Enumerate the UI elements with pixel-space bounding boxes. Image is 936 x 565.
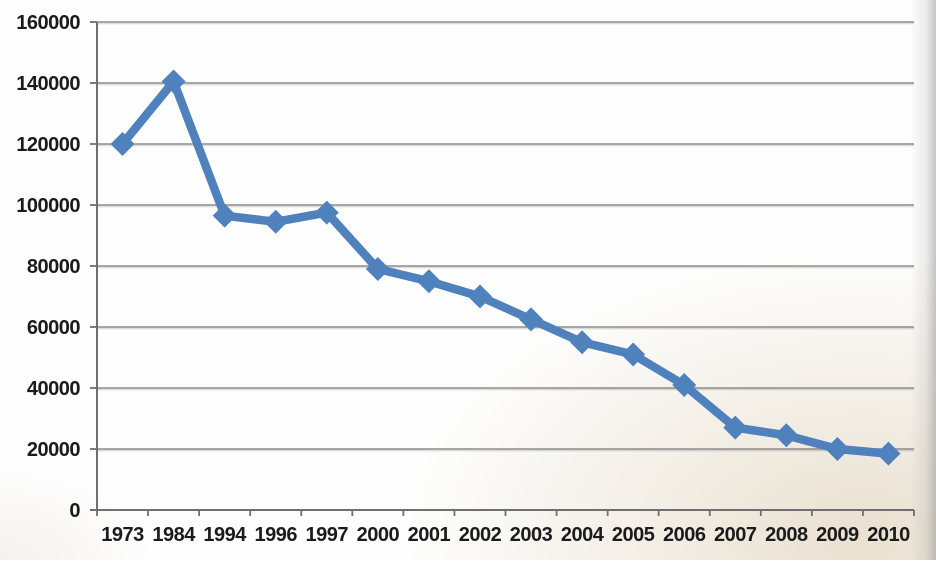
- x-tick-label: 1996: [254, 524, 297, 546]
- data-point-marker: [519, 307, 544, 332]
- y-tick-label: 60000: [27, 317, 80, 339]
- x-tick-label: 2002: [459, 524, 502, 546]
- x-tick-label: 1997: [306, 524, 349, 546]
- x-tick-label: 2006: [663, 524, 706, 546]
- data-point-marker: [672, 372, 697, 397]
- data-point-marker: [212, 203, 237, 228]
- data-point-marker: [723, 415, 748, 440]
- x-tick-label: 2007: [714, 524, 757, 546]
- y-tick-label: 140000: [16, 73, 80, 95]
- data-point-marker: [314, 200, 339, 225]
- data-point-marker: [467, 284, 492, 309]
- data-point-marker: [416, 269, 441, 294]
- data-point-marker: [774, 423, 799, 448]
- y-tick-label: 0: [69, 500, 80, 522]
- y-tick-label: 40000: [27, 378, 80, 400]
- x-tick-label: 1994: [203, 524, 247, 546]
- x-tick-label: 1984: [152, 524, 196, 546]
- x-tick-label: 2003: [510, 524, 553, 546]
- y-tick-label: 120000: [16, 134, 80, 156]
- data-point-marker: [365, 257, 390, 282]
- x-tick-label: 2008: [765, 524, 808, 546]
- data-point-marker: [876, 441, 901, 466]
- x-tick-label: 2000: [357, 524, 400, 546]
- x-tick-label: 2005: [612, 524, 655, 546]
- x-tick-label: 2004: [561, 524, 605, 546]
- data-point-marker: [110, 132, 135, 156]
- data-point-marker: [825, 437, 850, 461]
- data-point-marker: [161, 69, 186, 94]
- y-tick-label: 100000: [16, 195, 80, 217]
- y-tick-label: 160000: [16, 12, 80, 34]
- y-tick-label: 20000: [27, 439, 80, 461]
- data-point-marker: [621, 342, 646, 367]
- y-tick-label: 80000: [27, 256, 80, 278]
- data-point-marker: [263, 209, 288, 234]
- x-tick-label: 1973: [101, 524, 144, 546]
- data-point-marker: [570, 330, 595, 355]
- x-tick-label: 2009: [816, 524, 859, 546]
- series-line: [118, 77, 893, 458]
- x-tick-label: 2001: [408, 524, 451, 546]
- x-tick-label: 2010: [867, 524, 910, 546]
